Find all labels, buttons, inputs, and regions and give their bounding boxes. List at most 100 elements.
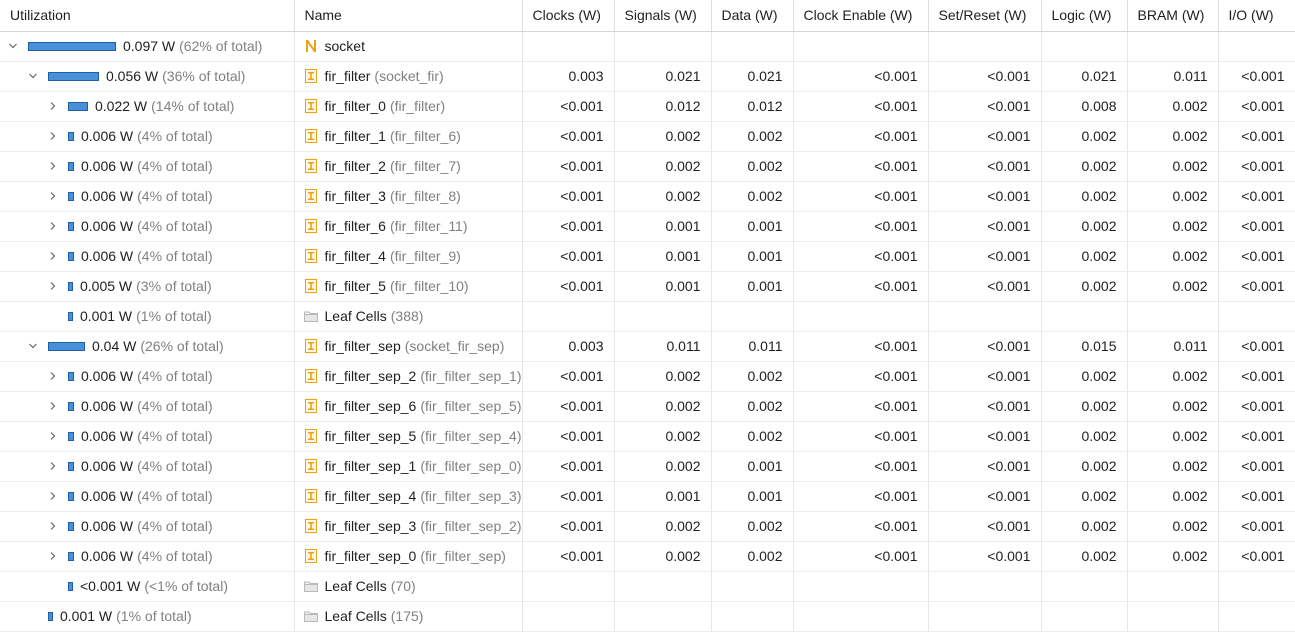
signals-cell: 0.002 [614,181,712,212]
name-cell[interactable]: Leaf Cells (70) [294,571,523,602]
name-cell[interactable]: fir_filter_1 (fir_filter_6) [294,121,523,152]
chevron-right-icon[interactable] [48,281,58,291]
name-cell[interactable]: fir_filter_5 (fir_filter_10) [294,271,523,302]
table-row[interactable]: 0.006 W (4% of total) fir_filter_sep_1 (fir… [0,451,1295,482]
table-row[interactable]: <0.001 W (<1% of total) Leaf Cells (70) [0,571,1295,602]
name-cell[interactable]: fir_filter_sep_3 (fir_filter_sep_2) [294,511,523,542]
name-cell[interactable]: fir_filter_sep_0 (fir_filter_sep) [294,541,523,572]
name-cell[interactable]: fir_filter (socket_fir) [294,61,523,92]
table-row[interactable]: 0.04 W (26% of total) fir_filter_sep (socke… [0,331,1295,362]
clocks-cell: <0.001 [522,391,615,422]
chevron-right-icon[interactable] [48,131,58,141]
table-row[interactable]: 0.001 W (1% of total) Leaf Cells (388) [0,301,1295,332]
header-set-reset[interactable]: Set/Reset (W) [928,0,1042,32]
header-name[interactable]: Name [294,0,523,32]
header-utilization[interactable]: Utilization [0,0,295,32]
name-cell[interactable]: fir_filter_4 (fir_filter_9) [294,241,523,272]
utilization-cell: 0.006 W (4% of total) [0,451,295,482]
set-reset-cell: <0.001 [928,331,1042,362]
logic-cell: 0.002 [1041,451,1128,482]
name-cell[interactable]: fir_filter_sep_4 (fir_filter_sep_3) [294,481,523,512]
header-bram[interactable]: BRAM (W) [1127,0,1219,32]
io-cell: <0.001 [1218,391,1295,422]
name-cell[interactable]: fir_filter_sep_6 (fir_filter_sep_5) [294,391,523,422]
name-cell[interactable]: fir_filter_sep_5 (fir_filter_sep_4) [294,421,523,452]
data-cell: 0.012 [711,91,794,122]
chevron-right-icon[interactable] [48,551,58,561]
header-io[interactable]: I/O (W) [1218,0,1295,32]
table-row[interactable]: 0.022 W (14% of total) fir_filter_0 (fir_fi… [0,91,1295,122]
data-cell: 0.001 [711,241,794,272]
header-clock-enable[interactable]: Clock Enable (W) [793,0,929,32]
expander-spacer [28,611,38,621]
bram-cell: 0.002 [1127,361,1219,392]
header-data[interactable]: Data (W) [711,0,794,32]
instance-name: fir_filter_0 [324,98,386,114]
chevron-right-icon[interactable] [48,161,58,171]
table-row[interactable]: 0.001 W (1% of total) Leaf Cells (175) [0,601,1295,632]
chevron-right-icon[interactable] [48,371,58,381]
logic-cell: 0.002 [1041,211,1128,242]
instance-name: fir_filter_2 [324,158,386,174]
table-row[interactable]: 0.056 W (36% of total) fir_filter (socket_f… [0,61,1295,92]
bram-cell: 0.002 [1127,181,1219,212]
set-reset-cell [928,571,1042,602]
signals-cell: 0.002 [614,451,712,482]
table-row[interactable]: 0.006 W (4% of total) fir_filter_sep_0 (fir… [0,541,1295,572]
table-row[interactable]: 0.006 W (4% of total) fir_filter_sep_3 (fir… [0,511,1295,542]
name-cell[interactable]: fir_filter_0 (fir_filter) [294,91,523,122]
table-row[interactable]: 0.006 W (4% of total) fir_filter_3 (fir_fil… [0,181,1295,212]
table-row[interactable]: 0.006 W (4% of total) fir_filter_sep_5 (fir… [0,421,1295,452]
power-value: 0.04 W [92,338,137,354]
name-cell[interactable]: fir_filter_sep_2 (fir_filter_sep_1) [294,361,523,392]
chevron-down-icon[interactable] [28,341,38,351]
header-signals[interactable]: Signals (W) [614,0,712,32]
chevron-right-icon[interactable] [48,221,58,231]
header-logic[interactable]: Logic (W) [1041,0,1128,32]
name-cell[interactable]: Leaf Cells (388) [294,301,523,332]
table-row[interactable]: 0.006 W (4% of total) fir_filter_sep_6 (fir… [0,391,1295,422]
header-clocks[interactable]: Clocks (W) [522,0,615,32]
name-cell[interactable]: fir_filter_sep_1 (fir_filter_sep_0) [294,451,523,482]
chevron-right-icon[interactable] [48,521,58,531]
power-bar [48,341,85,351]
signals-cell: 0.002 [614,421,712,452]
table-row[interactable]: 0.006 W (4% of total) fir_filter_6 (fir_fil… [0,211,1295,242]
instance-name: fir_filter_sep_5 [324,428,417,444]
chevron-down-icon[interactable] [8,41,18,51]
name-cell[interactable]: Leaf Cells (175) [294,601,523,632]
chevron-down-icon[interactable] [28,71,38,81]
table-row[interactable]: 0.006 W (4% of total) fir_filter_sep_4 (fir… [0,481,1295,512]
name-cell[interactable]: fir_filter_3 (fir_filter_8) [294,181,523,212]
table-row[interactable]: 0.097 W (62% of total) socket [0,31,1295,62]
table-row[interactable]: 0.006 W (4% of total) fir_filter_4 (fir_fil… [0,241,1295,272]
utilization-cell: 0.056 W (36% of total) [0,61,295,92]
bram-cell: 0.002 [1127,211,1219,242]
chevron-right-icon[interactable] [48,191,58,201]
instance-subtitle: (fir_filter_sep_0) [420,458,522,474]
chevron-right-icon[interactable] [48,101,58,111]
name-cell[interactable]: fir_filter_2 (fir_filter_7) [294,151,523,182]
power-percent: (4% of total) [137,128,213,144]
name-cell[interactable]: fir_filter_sep (socket_fir_sep) [294,331,523,362]
chevron-right-icon[interactable] [48,491,58,501]
chevron-right-icon[interactable] [48,431,58,441]
signals-cell: 0.001 [614,481,712,512]
name-cell[interactable]: fir_filter_6 (fir_filter_11) [294,211,523,242]
io-cell: <0.001 [1218,121,1295,152]
instance-name: fir_filter_4 [324,248,386,264]
table-row[interactable]: 0.006 W (4% of total) fir_filter_2 (fir_fil… [0,151,1295,182]
power-percent: (4% of total) [137,218,213,234]
table-row[interactable]: 0.006 W (4% of total) fir_filter_1 (fir_fil… [0,121,1295,152]
chevron-right-icon[interactable] [48,251,58,261]
chevron-right-icon[interactable] [48,401,58,411]
name-cell[interactable]: socket [294,31,523,62]
clock-enable-cell: <0.001 [793,451,929,482]
utilization-cell: 0.006 W (4% of total) [0,211,295,242]
table-row[interactable]: 0.005 W (3% of total) fir_filter_5 (fir_fil… [0,271,1295,302]
top-level-n-icon [304,39,318,53]
chevron-right-icon[interactable] [48,461,58,471]
instance-subtitle: (socket_fir) [374,68,444,84]
table-row[interactable]: 0.006 W (4% of total) fir_filter_sep_2 (fir… [0,361,1295,392]
logic-cell: 0.002 [1041,121,1128,152]
